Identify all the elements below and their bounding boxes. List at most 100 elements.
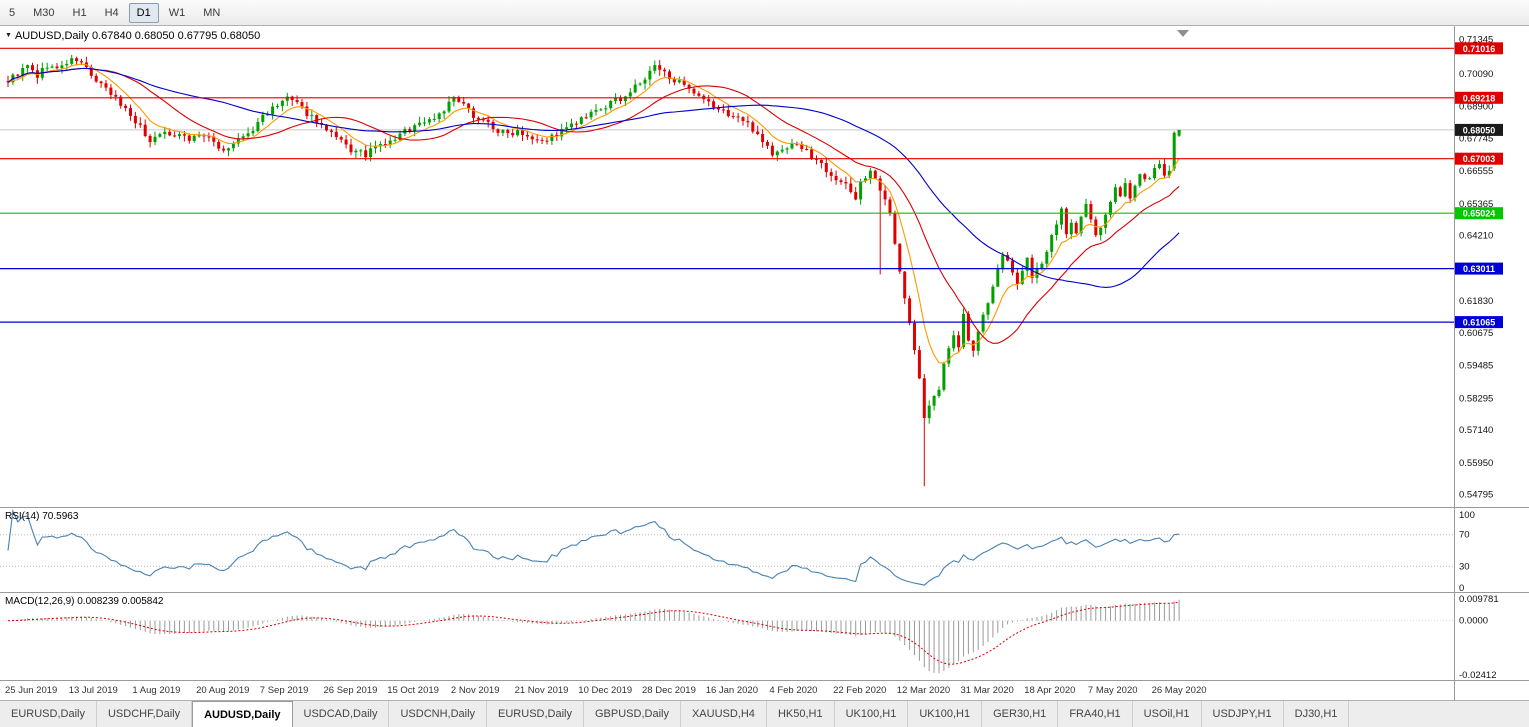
timeframe-button-h4[interactable]: H4 (104, 6, 119, 19)
price-axis-label: 0.54795 (1459, 490, 1493, 501)
price-level-tag-text: 0.69218 (1463, 93, 1496, 103)
rsi-value: 70.5963 (42, 511, 79, 522)
rsi-line (7, 508, 1180, 586)
date-label: 15 Oct 2019 (387, 685, 439, 696)
date-label: 4 Feb 2020 (769, 685, 818, 696)
chart-tab-usdcad-daily[interactable]: USDCAD,Daily (292, 701, 390, 727)
chart-tab-bar: EURUSD,Daily USDCHF,Daily AUDUSD,Daily USDC… (0, 701, 1529, 727)
macd-main-value: 0.008239 (77, 596, 119, 607)
price-level-tag-text: 0.67003 (1463, 154, 1496, 164)
moving-average-20-line (7, 67, 1180, 344)
symbol-period-label: AUDUSD,Daily (14, 30, 89, 42)
date-label: 12 Mar 2020 (896, 685, 951, 696)
price-axis-label: 0.70090 (1459, 69, 1493, 80)
rsi-indicator-label: RSI(14) 70.5963 (5, 511, 78, 522)
time-axis[interactable]: 25 Jun 2019 13 Jul 2019 1 Aug 2019 20 Aug 2… (0, 681, 1529, 701)
date-label: 2 Nov 2019 (450, 685, 500, 696)
timeframe-button-w1[interactable]: W1 (168, 6, 186, 19)
date-label: 13 Jul 2019 (68, 685, 118, 696)
timeframe-button-5[interactable]: 5 (9, 6, 16, 19)
rsi-axis-label: 30 (1459, 561, 1470, 572)
chart-panes: 0.71345 0.70090 0.68900 0.67745 0.66555 0.653… (0, 26, 1529, 701)
macd-name: MACD(12,26,9) (5, 596, 75, 607)
axis-corner-divider (1454, 681, 1455, 701)
chart-tab-usdcnh-daily[interactable]: USDCNH,Daily (389, 701, 488, 727)
macd-signal-line (7, 601, 1180, 665)
chart-tab-usdjpy-h1[interactable]: USDJPY,H1 (1201, 701, 1284, 727)
price-axis-label: 0.67745 (1459, 133, 1493, 144)
chart-tab-xauusd-h4[interactable]: XAUUSD,H4 (680, 701, 767, 727)
chart-tab-eurusd-daily[interactable]: EURUSD,Daily (487, 701, 584, 727)
moving-average-45-line (7, 67, 1180, 288)
chart-tab-usdchf-daily[interactable]: USDCHF,Daily (96, 701, 193, 727)
price-axis-label: 0.61830 (1459, 296, 1493, 307)
rsi-axis-label: 0 (1459, 583, 1464, 593)
current-price-tag: 0.68050 (1455, 123, 1503, 136)
price-axis-label: 0.68900 (1459, 102, 1493, 113)
price-level-tag: 0.61065 (1455, 316, 1503, 329)
price-level-tag-text: 0.71016 (1463, 44, 1496, 54)
date-label: 7 Sep 2019 (259, 685, 309, 696)
price-level-tag: 0.63011 (1455, 262, 1503, 275)
price-level-tag: 0.65024 (1455, 207, 1503, 220)
date-label: 26 May 2020 (1151, 685, 1207, 696)
rsi-pane[interactable]: 100 70 30 0 (0, 508, 1529, 593)
chart-tab-gbpusd-daily[interactable]: GBPUSD,Daily (584, 701, 681, 727)
date-label: 26 Sep 2019 (323, 685, 378, 696)
chart-tab-audusd-daily[interactable]: AUDUSD,Daily (192, 701, 293, 727)
price-level-tag: 0.69218 (1455, 91, 1503, 104)
price-axis-label: 0.58295 (1459, 393, 1493, 404)
macd-indicator-label: MACD(12,26,9) 0.008239 0.005842 (5, 596, 163, 607)
chart-tab-uk100-h1[interactable]: UK100,H1 (908, 701, 983, 727)
macd-axis-label: 0.0000 (1459, 616, 1488, 627)
date-label: 10 Dec 2019 (578, 685, 633, 696)
price-level-tag: 0.71016 (1455, 42, 1503, 55)
price-axis-label: 0.57140 (1459, 425, 1493, 436)
price-level-tag: 0.67003 (1455, 152, 1503, 165)
moving-average-8-line (7, 63, 1180, 364)
chart-shift-marker[interactable] (1177, 30, 1189, 37)
price-level-tag-text: 0.65024 (1463, 209, 1496, 219)
timeframe-button-d1[interactable]: D1 (128, 2, 159, 23)
timeframe-button-h1[interactable]: H1 (72, 6, 87, 19)
candlesticks (6, 54, 1181, 487)
date-label: 28 Dec 2019 (642, 685, 696, 696)
chart-tab-uk100-h1[interactable]: UK100,H1 (834, 701, 909, 727)
price-level-tag-text: 0.61065 (1463, 318, 1496, 328)
date-label: 16 Jan 2020 (705, 685, 758, 696)
price-axis-label: 0.71345 (1459, 34, 1493, 45)
chart-tab-fra40-h1[interactable]: FRA40,H1 (1058, 701, 1133, 727)
rsi-axis-label: 100 (1459, 510, 1475, 521)
date-label: 31 Mar 2020 (960, 685, 1014, 696)
price-level-tag-text: 0.63011 (1463, 264, 1495, 274)
date-label: 18 Apr 2020 (1024, 685, 1076, 696)
rsi-axis-label: 70 (1459, 530, 1470, 541)
macd-pane[interactable]: 0.009781 0.0000 -0.02412 (0, 593, 1529, 681)
price-axis-label: 0.55950 (1459, 458, 1493, 469)
price-axis-label: 0.66555 (1459, 166, 1493, 177)
price-chart-pane[interactable]: 0.71345 0.70090 0.68900 0.67745 0.66555 0.653… (0, 26, 1529, 508)
date-label: 22 Feb 2020 (833, 685, 887, 696)
price-axis-label: 0.59485 (1459, 361, 1493, 372)
price-axis-label: 0.64210 (1459, 231, 1493, 242)
macd-signal-value: 0.005842 (121, 596, 164, 607)
price-axis-label: 0.60675 (1459, 328, 1493, 339)
chart-title: ▼ AUDUSD,Daily 0.67840 0.68050 0.67795 0.… (5, 30, 260, 42)
chart-tab-dj30-h1[interactable]: DJ30,H1 (1283, 701, 1350, 727)
macd-histogram (12, 599, 1180, 674)
timeframe-button-mn[interactable]: MN (203, 6, 221, 19)
current-price-tag-text: 0.68050 (1463, 125, 1496, 135)
date-label: 20 Aug 2019 (196, 685, 250, 696)
chart-menu-icon: ▼ (5, 32, 12, 39)
chart-tab-usoil-h1[interactable]: USOil,H1 (1132, 701, 1202, 727)
date-label: 21 Nov 2019 (514, 685, 569, 696)
macd-axis-label: -0.02412 (1459, 670, 1497, 681)
chart-tab-eurusd-daily[interactable]: EURUSD,Daily (0, 701, 97, 727)
date-label: 7 May 2020 (1087, 685, 1138, 696)
chart-tab-hk50-h1[interactable]: HK50,H1 (766, 701, 835, 727)
price-axis-label: 0.65365 (1459, 199, 1493, 210)
date-label: 1 Aug 2019 (132, 685, 181, 696)
timeframe-button-m30[interactable]: M30 (33, 6, 55, 19)
chart-tab-ger30-h1[interactable]: GER30,H1 (982, 701, 1059, 727)
